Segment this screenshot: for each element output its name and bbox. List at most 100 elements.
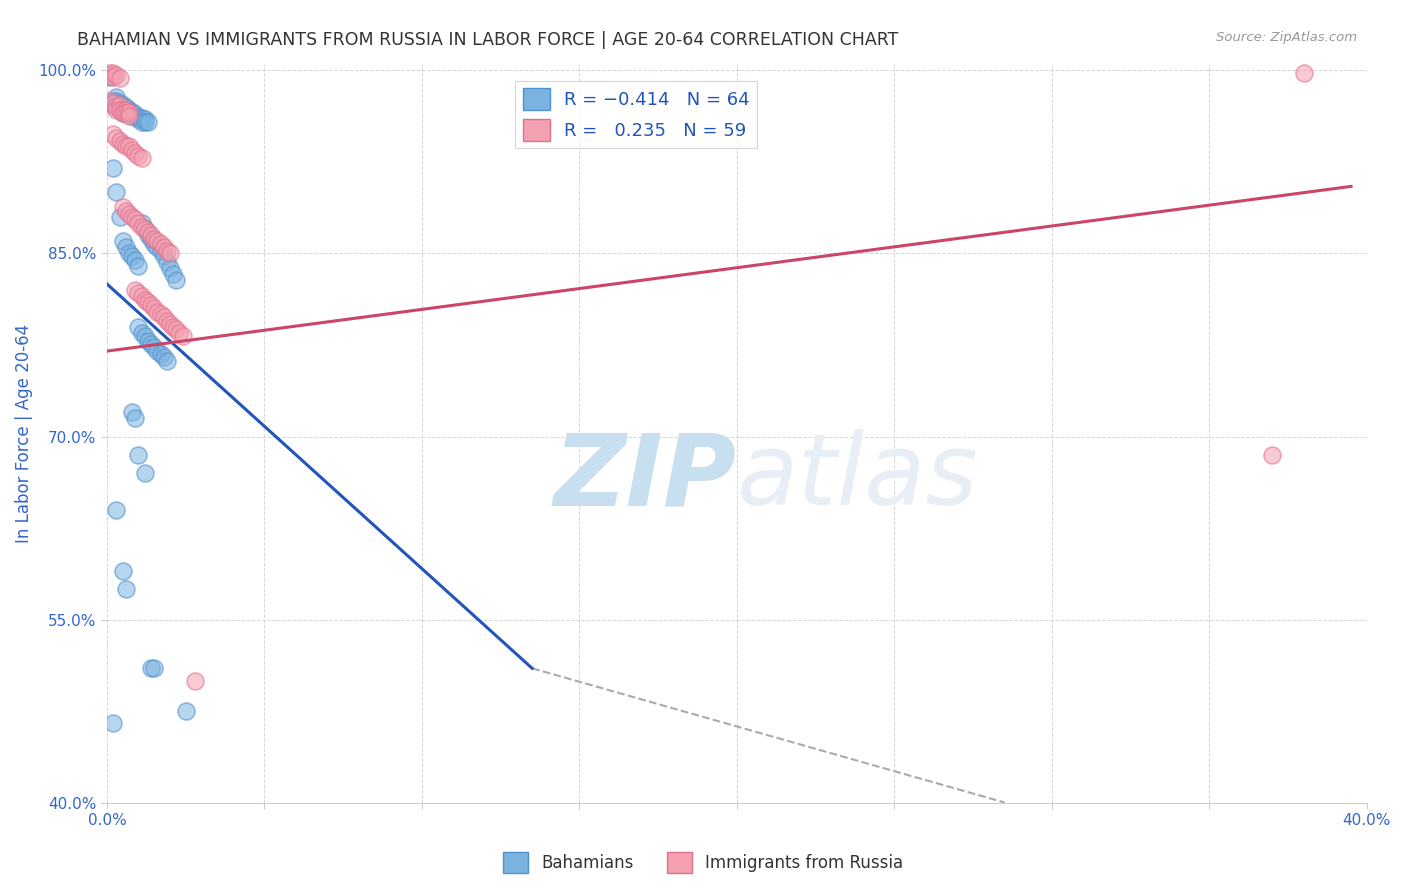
Point (143, 661, 166, 675)
Point (152, 249, 174, 263)
Point (105, 68, 128, 82)
Text: atlas: atlas (737, 429, 979, 526)
Point (103, 94, 125, 108)
Point (115, 106, 138, 120)
Point (149, 244, 172, 258)
Point (131, 289, 153, 303)
Point (111, 200, 134, 214)
Point (105, 130, 128, 145)
Point (105, 99, 128, 113)
Point (149, 346, 172, 360)
Point (108, 96, 131, 111)
Point (134, 114, 156, 128)
Point (111, 564, 134, 578)
Point (149, 308, 172, 322)
Point (118, 105, 141, 120)
Legend: Bahamians, Immigrants from Russia: Bahamians, Immigrants from Russia (496, 846, 910, 880)
Point (105, 502, 128, 516)
Point (98, 70, 121, 84)
Point (143, 236, 166, 251)
Point (124, 107, 146, 121)
Point (121, 249, 143, 263)
Point (156, 354, 179, 368)
Point (159, 246, 181, 260)
Point (111, 97, 134, 112)
Point (162, 319, 184, 334)
Point (143, 301, 166, 316)
Point (115, 106, 138, 120)
Point (98, 66, 121, 80)
Point (118, 207, 141, 221)
Point (127, 319, 149, 334)
Point (111, 103, 134, 117)
Point (118, 106, 141, 120)
Point (131, 326, 153, 340)
Point (103, 161, 125, 175)
Point (111, 106, 134, 120)
Point (1261, 448, 1284, 462)
Point (131, 216, 153, 230)
Point (127, 216, 149, 230)
Point (111, 103, 134, 117)
Point (115, 100, 138, 114)
Text: ZIP: ZIP (554, 429, 737, 526)
Point (115, 240, 138, 254)
Point (146, 305, 169, 319)
Point (152, 240, 174, 254)
Point (124, 283, 146, 297)
Point (139, 661, 162, 675)
Point (108, 70, 131, 85)
Point (111, 136, 134, 151)
Point (108, 210, 131, 224)
Point (115, 103, 138, 117)
Point (121, 105, 143, 120)
Point (146, 344, 169, 359)
Text: BAHAMIAN VS IMMIGRANTS FROM RUSSIA IN LABOR FORCE | AGE 20-64 CORRELATION CHART: BAHAMIAN VS IMMIGRANTS FROM RUSSIA IN LA… (77, 31, 898, 49)
Point (121, 143, 143, 157)
Point (156, 255, 179, 269)
Point (108, 103, 131, 117)
Point (127, 259, 149, 273)
Point (124, 252, 146, 267)
Point (124, 411, 146, 425)
Point (121, 405, 143, 419)
Point (103, 97, 125, 112)
Point (136, 114, 159, 128)
Point (108, 100, 131, 114)
Point (165, 322, 187, 336)
Point (103, 66, 125, 80)
Point (118, 139, 141, 153)
Point (156, 313, 179, 327)
Point (136, 228, 159, 243)
Point (152, 350, 174, 364)
Legend: R = −0.414   N = 64, R =   0.235   N = 59: R = −0.414 N = 64, R = 0.235 N = 59 (516, 81, 756, 148)
Point (169, 326, 191, 340)
Point (143, 232, 166, 246)
Point (105, 103, 128, 117)
Point (162, 267, 184, 281)
Point (131, 114, 153, 128)
Point (134, 112, 156, 127)
Point (174, 704, 197, 718)
Point (108, 134, 131, 148)
Y-axis label: In Labor Force | Age 20-64: In Labor Force | Age 20-64 (15, 324, 32, 543)
Point (152, 310, 174, 324)
Point (127, 149, 149, 163)
Point (139, 298, 162, 312)
Point (103, 96, 125, 111)
Point (121, 210, 143, 224)
Point (121, 109, 143, 123)
Point (131, 219, 153, 234)
Point (108, 103, 131, 117)
Point (118, 246, 141, 260)
Point (115, 139, 138, 153)
Point (184, 673, 207, 688)
Point (136, 225, 159, 239)
Point (105, 90, 128, 104)
Point (156, 244, 179, 258)
Point (103, 716, 125, 731)
Point (115, 582, 138, 596)
Point (134, 222, 156, 236)
Point (134, 329, 156, 343)
Point (159, 261, 181, 276)
